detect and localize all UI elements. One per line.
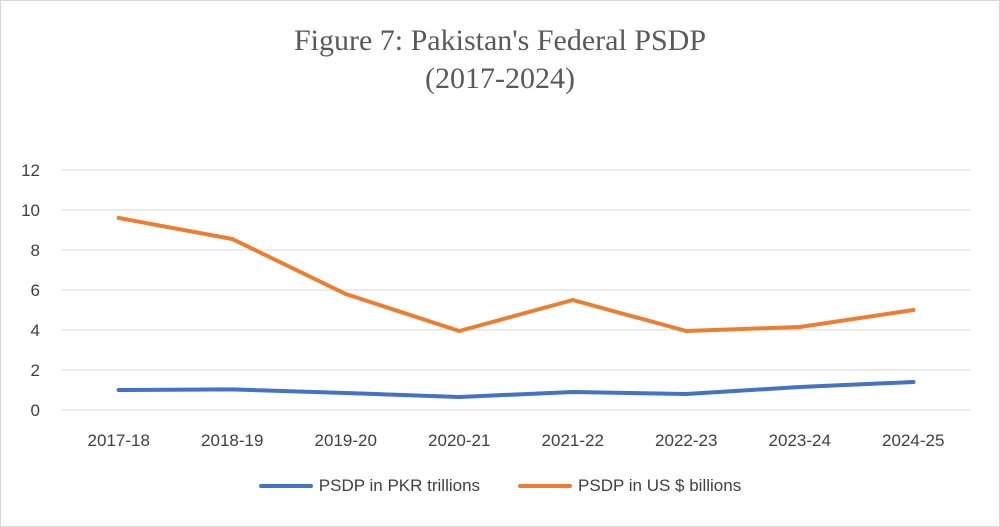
- x-tick-label: 2020-21: [428, 431, 490, 450]
- legend-item-pkr: PSDP in PKR trillions: [258, 476, 481, 496]
- series-line-usd-billions: [116, 216, 916, 333]
- data-point: [797, 385, 802, 389]
- data-point: [570, 390, 575, 394]
- y-tick-label: 12: [21, 161, 40, 180]
- y-tick-label: 10: [21, 201, 40, 220]
- y-tick-label: 6: [31, 281, 40, 300]
- y-tick-label: 4: [31, 321, 40, 340]
- series-lines: [116, 216, 916, 399]
- legend: PSDP in PKR trillions PSDP in US $ billi…: [0, 476, 1000, 496]
- series-line-pkr-trillions: [116, 380, 916, 399]
- data-point: [343, 391, 348, 395]
- data-point: [116, 388, 121, 392]
- y-tick-label: 2: [31, 361, 40, 380]
- y-axis-tick-labels: 0 2 4 6 8 10 12: [21, 161, 40, 420]
- data-point: [230, 387, 235, 392]
- x-tick-label: 2024-25: [882, 431, 944, 450]
- x-tick-label: 2019-20: [315, 431, 377, 450]
- legend-item-usd: PSDP in US $ billions: [518, 476, 741, 496]
- legend-label-pkr: PSDP in PKR trillions: [318, 476, 481, 495]
- data-point: [230, 237, 235, 241]
- data-point: [457, 395, 462, 399]
- chart-title-line-2: (2017-2024): [425, 62, 575, 95]
- data-point: [343, 292, 348, 296]
- legend-swatch-pkr: [258, 484, 313, 488]
- data-point: [457, 329, 462, 333]
- x-tick-label: 2017-18: [88, 431, 150, 450]
- y-tick-label: 8: [31, 241, 40, 260]
- x-tick-label: 2022-23: [655, 431, 717, 450]
- gridlines: [62, 169, 970, 411]
- chart-title-line-1: Figure 7: Pakistan's Federal PSDP: [293, 24, 707, 57]
- data-point: [684, 329, 689, 333]
- data-point: [570, 298, 575, 302]
- y-tick-label: 0: [31, 401, 40, 420]
- data-point: [797, 325, 802, 329]
- legend-label-usd: PSDP in US $ billions: [578, 476, 742, 495]
- chart-title: Figure 7: Pakistan's Federal PSDP (2017-…: [0, 22, 1000, 98]
- data-point: [911, 308, 916, 312]
- x-tick-label: 2023-24: [769, 431, 831, 450]
- data-point: [116, 216, 121, 220]
- legend-swatch-usd: [518, 484, 573, 488]
- x-tick-label: 2018-19: [201, 431, 263, 450]
- data-point: [911, 380, 916, 384]
- x-axis-tick-labels: 2017-18 2018-19 2019-20 2020-21 2021-22 2022-…: [88, 431, 945, 450]
- x-tick-label: 2021-22: [542, 431, 604, 450]
- data-point: [684, 392, 689, 396]
